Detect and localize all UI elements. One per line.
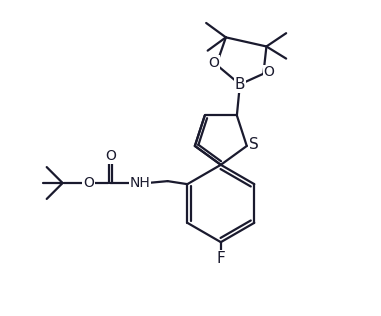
Text: O: O <box>209 56 219 70</box>
Text: F: F <box>216 251 225 265</box>
Text: O: O <box>263 65 274 79</box>
Text: O: O <box>83 176 94 190</box>
Text: S: S <box>249 137 258 152</box>
Text: NH: NH <box>130 176 151 190</box>
Text: B: B <box>235 77 245 92</box>
Text: O: O <box>105 149 116 163</box>
